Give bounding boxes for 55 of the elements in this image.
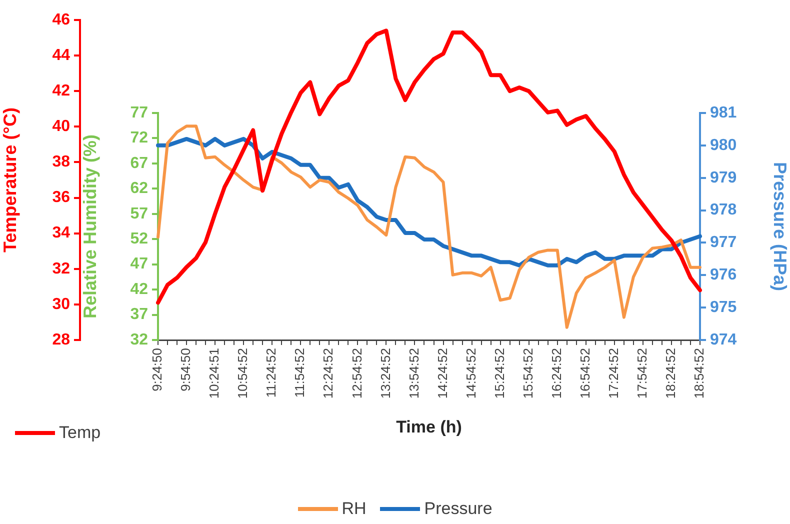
y3-axis-title: Relative Humidity (%) xyxy=(80,134,100,319)
y3-tick-label: 72 xyxy=(130,130,148,147)
x-tick-label: 12:24:52 xyxy=(320,348,336,399)
y3-tick-label: 67 xyxy=(130,154,148,172)
y-tick-label: 38 xyxy=(52,154,70,171)
y-axis-title: Temperature (°C) xyxy=(0,108,20,252)
x-tick-label: 16:24:52 xyxy=(548,348,564,399)
y2-tick-label: 976 xyxy=(710,266,737,284)
y3-tick-label: 32 xyxy=(130,331,148,348)
y-tick-label: 44 xyxy=(52,46,70,64)
y2-tick-label: 979 xyxy=(710,169,737,186)
y3-tick-label: 52 xyxy=(130,230,148,248)
x-tick-label: 17:54:52 xyxy=(634,348,650,399)
x-tick-label: 14:54:52 xyxy=(463,348,478,399)
x-tick-label: 18:54:52 xyxy=(692,348,707,399)
x-tick-label: 13:24:52 xyxy=(378,348,393,399)
y-tick-label: 30 xyxy=(52,296,70,313)
y3-tick-label: 62 xyxy=(130,180,148,198)
y-tick-label: 36 xyxy=(52,189,70,206)
x-tick-label: 17:24:52 xyxy=(606,348,621,399)
x-tick-label: 18:24:52 xyxy=(663,348,678,399)
x-tick-label: 11:24:52 xyxy=(264,348,279,398)
y3-tick-label: 42 xyxy=(130,280,148,298)
y2-tick-label: 977 xyxy=(710,234,737,252)
y2-tick-label: 981 xyxy=(710,104,737,122)
y3-tick-label: 57 xyxy=(130,205,148,222)
legend-label: Pressure xyxy=(424,499,492,519)
x-tick-label: 11:54:52 xyxy=(292,348,308,398)
y3-tick-label: 77 xyxy=(130,104,148,122)
x-tick-label: 10:54:52 xyxy=(235,348,250,399)
y2-axis-title: Pressure (HPa) xyxy=(770,162,790,292)
x-tick-label: 16:54:52 xyxy=(577,348,592,399)
y-tick-label: 32 xyxy=(52,260,70,278)
y2-tick-label: 980 xyxy=(710,136,737,154)
y2-tick-label: 975 xyxy=(710,298,737,316)
x-tick-label: 15:54:52 xyxy=(520,348,536,399)
y-tick-label: 40 xyxy=(52,118,70,136)
x-tick-label: 9:24:50 xyxy=(150,348,165,392)
x-tick-label: 12:54:52 xyxy=(349,348,364,399)
x-tick-label: 14:24:52 xyxy=(434,348,450,399)
y-tick-label: 34 xyxy=(52,224,70,242)
x-tick-label: 15:24:52 xyxy=(492,348,507,399)
legend-label: Temp xyxy=(59,423,101,443)
y3-tick-label: 47 xyxy=(130,256,148,273)
y2-tick-label: 978 xyxy=(710,202,737,219)
legend-label: RH xyxy=(342,499,366,519)
y-tick-label: 46 xyxy=(52,11,70,28)
y2-tick-label: 974 xyxy=(710,331,737,348)
y-tick-label: 28 xyxy=(52,331,70,348)
x-tick-label: 13:54:52 xyxy=(406,348,422,399)
x-tick-label: 10:24:51 xyxy=(206,348,222,399)
y-tick-label: 42 xyxy=(52,82,70,100)
y3-tick-label: 37 xyxy=(130,306,148,324)
x-axis-title: Time (h) xyxy=(396,417,462,436)
x-tick-label: 9:54:50 xyxy=(178,348,194,392)
